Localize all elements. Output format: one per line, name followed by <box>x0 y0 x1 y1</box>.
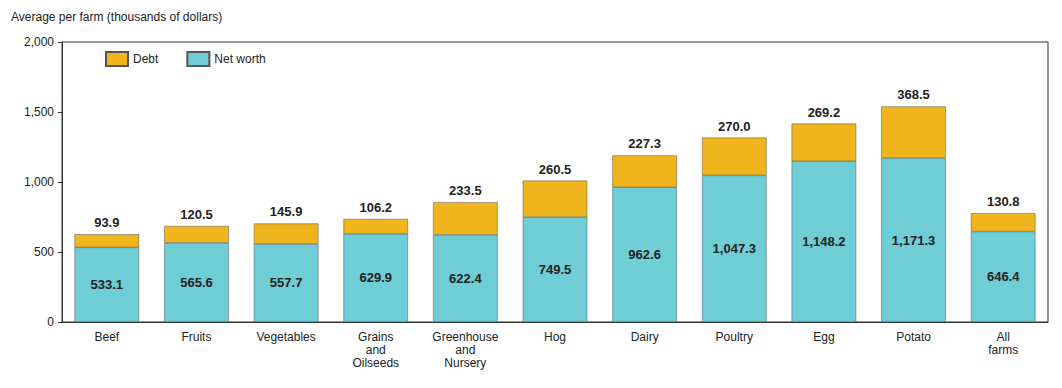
svg-text:500: 500 <box>34 245 54 259</box>
svg-text:130.8: 130.8 <box>987 194 1020 209</box>
svg-text:Egg: Egg <box>813 330 834 344</box>
svg-text:All: All <box>997 330 1010 344</box>
svg-text:270.0: 270.0 <box>718 119 751 134</box>
svg-text:Poultry: Poultry <box>716 330 753 344</box>
svg-text:Hog: Hog <box>544 330 566 344</box>
svg-text:557.7: 557.7 <box>270 275 303 290</box>
svg-text:260.5: 260.5 <box>539 162 572 177</box>
svg-text:0: 0 <box>47 315 54 329</box>
svg-text:962.6: 962.6 <box>628 247 661 262</box>
svg-text:Potato: Potato <box>896 330 931 344</box>
svg-text:farms: farms <box>988 343 1018 357</box>
svg-text:106.2: 106.2 <box>359 200 392 215</box>
svg-text:Greenhouse: Greenhouse <box>432 330 498 344</box>
svg-text:368.5: 368.5 <box>897 87 930 102</box>
svg-text:1,000: 1,000 <box>24 175 54 189</box>
svg-text:Vegetables: Vegetables <box>256 330 315 344</box>
svg-text:Oilseeds: Oilseeds <box>352 356 399 370</box>
svg-text:2,000: 2,000 <box>24 35 54 49</box>
svg-text:120.5: 120.5 <box>180 207 213 222</box>
svg-text:269.2: 269.2 <box>808 105 841 120</box>
svg-text:622.4: 622.4 <box>449 271 482 286</box>
svg-text:533.1: 533.1 <box>91 277 124 292</box>
svg-text:1,171.3: 1,171.3 <box>892 233 935 248</box>
svg-text:and: and <box>366 343 386 357</box>
svg-text:749.5: 749.5 <box>539 262 572 277</box>
svg-text:1,500: 1,500 <box>24 105 54 119</box>
svg-text:1,148.2: 1,148.2 <box>802 234 845 249</box>
svg-text:Dairy: Dairy <box>631 330 659 344</box>
svg-text:Fruits: Fruits <box>181 330 211 344</box>
svg-text:227.3: 227.3 <box>628 136 661 151</box>
svg-text:565.6: 565.6 <box>180 275 213 290</box>
svg-text:Net worth: Net worth <box>214 52 265 66</box>
svg-text:233.5: 233.5 <box>449 183 482 198</box>
svg-text:Average per farm (thousands of: Average per farm (thousands of dollars) <box>11 10 222 24</box>
svg-text:and: and <box>455 343 475 357</box>
svg-text:93.9: 93.9 <box>94 215 119 230</box>
svg-text:Nursery: Nursery <box>444 356 486 370</box>
svg-text:Grains: Grains <box>358 330 393 344</box>
svg-text:1,047.3: 1,047.3 <box>713 241 756 256</box>
svg-text:Debt: Debt <box>133 52 159 66</box>
svg-text:Beef: Beef <box>94 330 119 344</box>
svg-text:646.4: 646.4 <box>987 269 1020 284</box>
svg-text:629.9: 629.9 <box>359 270 392 285</box>
svg-text:145.9: 145.9 <box>270 204 303 219</box>
